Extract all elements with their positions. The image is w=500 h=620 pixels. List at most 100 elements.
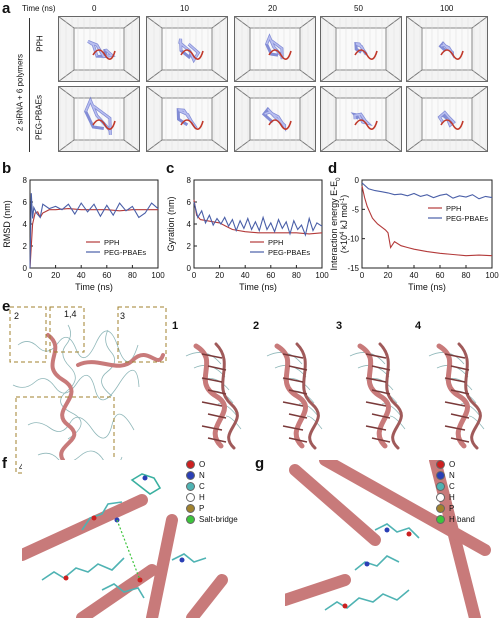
y-tick-label: 0 [187,264,192,273]
legend-item-o: O [436,460,455,469]
time-label-100: 100 [440,4,454,13]
series-line-pph [361,185,493,257]
x-tick-label: 0 [360,271,365,280]
y-tick-label: 8 [23,176,28,185]
x-tick-label: 100 [485,271,499,280]
x-tick-label: 80 [462,271,471,280]
legend-text: O [199,460,206,469]
inset-box-3 [117,306,167,363]
legend-item-h-band: H band [436,515,475,524]
inset-label-1-4: 1,4 [64,309,77,319]
legend-dot [186,504,195,513]
polymer-cloud [12,324,140,469]
snapshot-pph-t0 [58,16,140,82]
row-label-pegpbaes: PEG-PBAEs [34,95,44,140]
detail-view-1 [185,342,242,450]
salt-bridge-line [116,519,141,581]
legend-text: N [449,471,455,480]
inset-box-1-4 [49,306,85,353]
inset-box-4 [15,396,115,474]
y-tick-label: 8 [187,176,192,185]
legend-item-n: N [436,471,455,480]
x-tick-label: 60 [436,271,445,280]
legend-text: H band [449,515,475,524]
legend-dot [436,471,445,480]
panel-b-label: b [2,160,12,177]
snapshot-peg-pbaes-t10 [146,86,228,152]
legend-text: C [199,482,205,491]
x-tick-label: 80 [292,271,301,280]
legend-item-h: H [186,493,205,502]
detail-label-1: 1 [172,320,179,332]
legend-text: P [199,504,205,513]
rna-ribbon [46,333,165,462]
snapshot-pph-t20 [234,16,316,82]
x-tick-label: 0 [192,271,197,280]
x-axis-label: Time (ns) [239,282,277,292]
y-tick-label: 2 [187,242,192,251]
legend-dot [186,482,195,491]
oxygen-atoms-g [342,531,412,609]
inset-label-3: 3 [120,311,125,321]
legend-label: PPH [446,204,461,213]
legend-dot [186,493,195,502]
legend-item-c: C [436,482,455,491]
inset-box-2 [9,306,47,363]
legend-label: PPH [268,238,283,247]
y-tick-label: -10 [347,235,359,244]
series-line-peg-pbaes [193,201,323,237]
salt-bridge-view [22,460,232,618]
legend-dot [436,504,445,513]
y-tick-label: 6 [23,198,28,207]
y-tick-label: 4 [187,220,192,229]
time-label-20: 20 [268,4,277,13]
inset-label-2: 2 [14,311,19,321]
legend-text: H [449,493,455,502]
x-tick-label: 0 [28,271,33,280]
snapshot-pph-t50 [320,16,402,82]
legend-dot [436,482,445,491]
time-label-10: 10 [180,4,189,13]
gyration-chart: 0 20 40 60 80 100 0 2 4 6 8 Time (ns) Gyration (nm) P… [166,176,329,292]
series-line-peg-pbaes [361,182,493,200]
panel-e-label: e [2,298,11,315]
panel-a-label: a [2,0,11,17]
legend-text: P [449,504,455,513]
y-tick-label: 4 [23,220,28,229]
legend-dot [436,460,445,469]
h-bond-view [285,460,497,618]
rmsd-chart: 0 20 40 60 80 100 0 2 4 6 8 Time (ns) RMSD (nm) PPHPE… [2,176,165,292]
legend-item-p: P [436,504,454,513]
energy-chart: 0 20 40 60 80 100 0 -5 -10 -15 Time (ns) Interactio… [329,176,499,292]
legend-item-salt-bridge: Salt-bridge [186,515,238,524]
time-label-0: 0 [92,4,97,13]
x-tick-label: 40 [241,271,250,280]
legend-label: PEG-PBAEs [104,248,146,257]
x-tick-label: 40 [410,271,419,280]
detail-view-3 [349,342,406,450]
complex-overview: 2 1,4 3 4 [9,306,167,474]
panel-c-label: c [166,160,175,177]
panel-d-label: d [328,160,338,177]
y-tick-label: 0 [23,264,28,273]
x-tick-label: 100 [151,271,165,280]
nitrogen-atoms [114,475,185,563]
snapshot-peg-pbaes-t20 [234,86,316,152]
legend-dot [436,493,445,502]
row-group-label: 2 siRNA + 6 polymers [15,53,25,132]
y-tick-label: -15 [347,264,359,273]
time-header: Time (ns) [22,4,56,13]
legend-dot [186,471,195,480]
x-axis-label: Time (ns) [75,282,113,292]
legend-label: PEG-PBAEs [446,214,488,223]
time-label-50: 50 [354,4,363,13]
snapshot-peg-pbaes-t50 [320,86,402,152]
x-tick-label: 100 [315,271,329,280]
x-axis-label: Time (ns) [408,282,446,292]
nitrogen-atoms-g [364,527,390,567]
series-line-pph [193,199,323,235]
legend-item-n: N [186,471,205,480]
detail-label-4: 4 [415,320,422,332]
legend-item-c: C [186,482,205,491]
y-tick-label: 2 [23,242,28,251]
